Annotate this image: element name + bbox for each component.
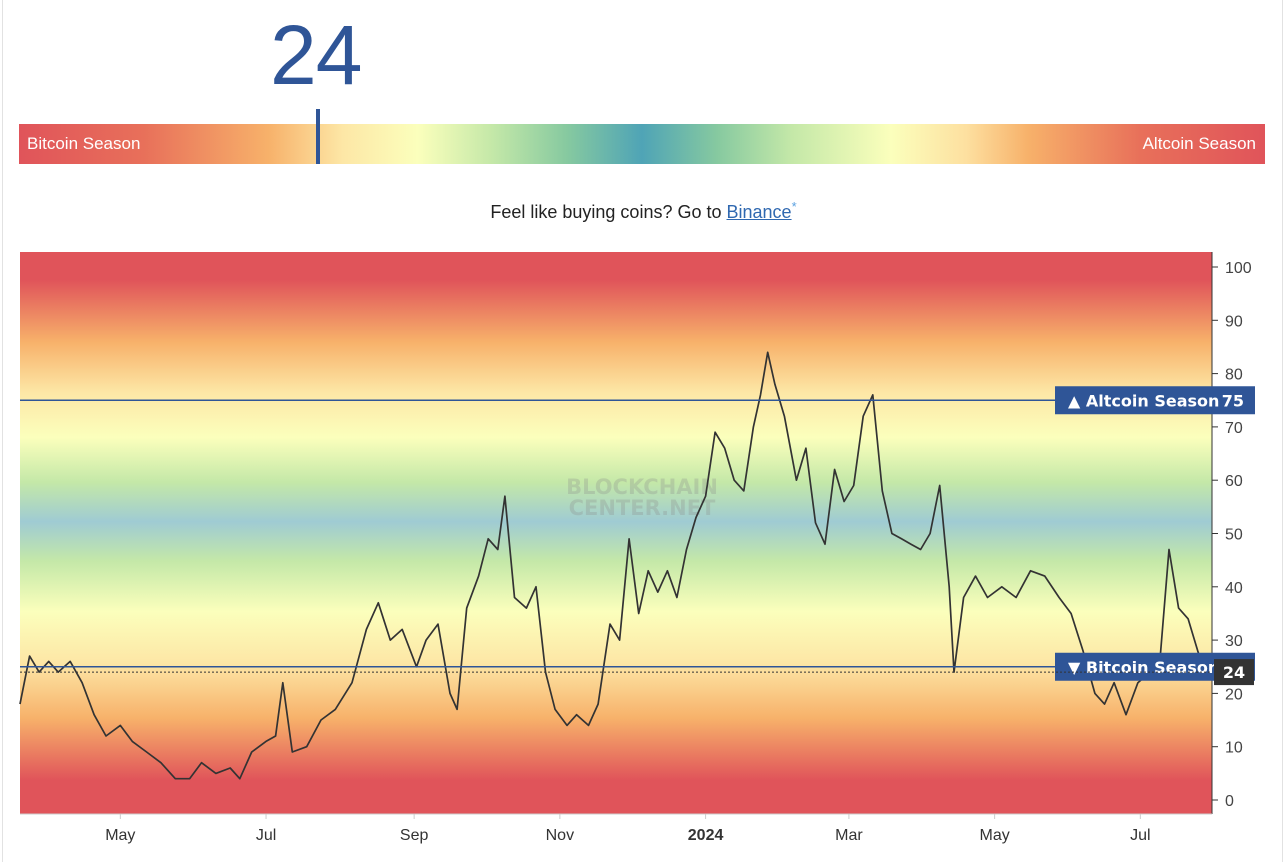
current-value-badge	[1214, 659, 1254, 686]
watermark: BLOCKCHAIN CENTER.NET	[566, 475, 718, 520]
current-value-badge-label: 24	[1223, 663, 1245, 682]
y-tick-label: 30	[1225, 633, 1243, 650]
current-value-indicator	[316, 109, 321, 164]
series-line-0	[19, 351, 1206, 780]
y-tick-label: 0	[1225, 793, 1234, 810]
y-tick-label: 40	[1225, 580, 1243, 597]
binance-link[interactable]: Binance	[726, 202, 792, 222]
y-tick-label: 20	[1225, 686, 1243, 703]
x-tick-label: May	[980, 827, 1010, 844]
watermark-line-2: CENTER.NET	[569, 496, 716, 520]
y-tick-label: 70	[1225, 420, 1243, 437]
threshold-badge-label: ▼ Bitcoin Season	[1068, 658, 1219, 677]
y-tick-label: 60	[1225, 473, 1243, 490]
y-tick-label: 50	[1225, 527, 1243, 544]
page-frame-left	[2, 0, 3, 862]
altcoin-season-scale-label: Altcoin Season	[1142, 134, 1256, 153]
bitcoin-season-scale-label: Bitcoin Season	[27, 134, 141, 153]
x-axis-ticks: May Jul Sep Nov 2024 Mar May Jul	[105, 814, 1151, 844]
chart-background	[20, 252, 1212, 814]
x-tick-label: May	[105, 827, 135, 844]
y-tick-label: 90	[1225, 313, 1243, 330]
y-tick-label: 10	[1225, 740, 1243, 757]
x-tick-label: Mar	[835, 827, 863, 844]
y-axis-ticks: 0 10 20 30 40 50 60 70 80 90 100	[1212, 260, 1252, 810]
x-tick-label: 2024	[688, 827, 724, 844]
promo-asterisk: *	[791, 199, 797, 214]
x-tick-label: Sep	[400, 827, 429, 844]
promo-text: Feel like buying coins? Go to	[490, 202, 727, 222]
promo-line: Feel like buying coins? Go to Binance*	[0, 199, 1287, 223]
y-tick-label: 100	[1225, 260, 1252, 277]
current-value-group: 24	[20, 659, 1254, 686]
threshold-badge	[1055, 386, 1255, 415]
y-tick-label: 80	[1225, 367, 1243, 384]
season-scale-bar: Bitcoin Season Altcoin Season	[19, 124, 1265, 164]
series-group	[19, 351, 1206, 780]
x-tick-label: Nov	[546, 827, 574, 844]
x-tick-label: Jul	[1130, 827, 1150, 844]
index-value: 24	[270, 8, 362, 102]
threshold-badge-value: 75	[1222, 391, 1244, 410]
threshold-badge-label: ▲ Altcoin Season	[1068, 391, 1219, 410]
watermark-line-1: BLOCKCHAIN	[566, 475, 718, 499]
page-frame-right	[1282, 0, 1283, 862]
x-tick-label: Jul	[256, 827, 276, 844]
